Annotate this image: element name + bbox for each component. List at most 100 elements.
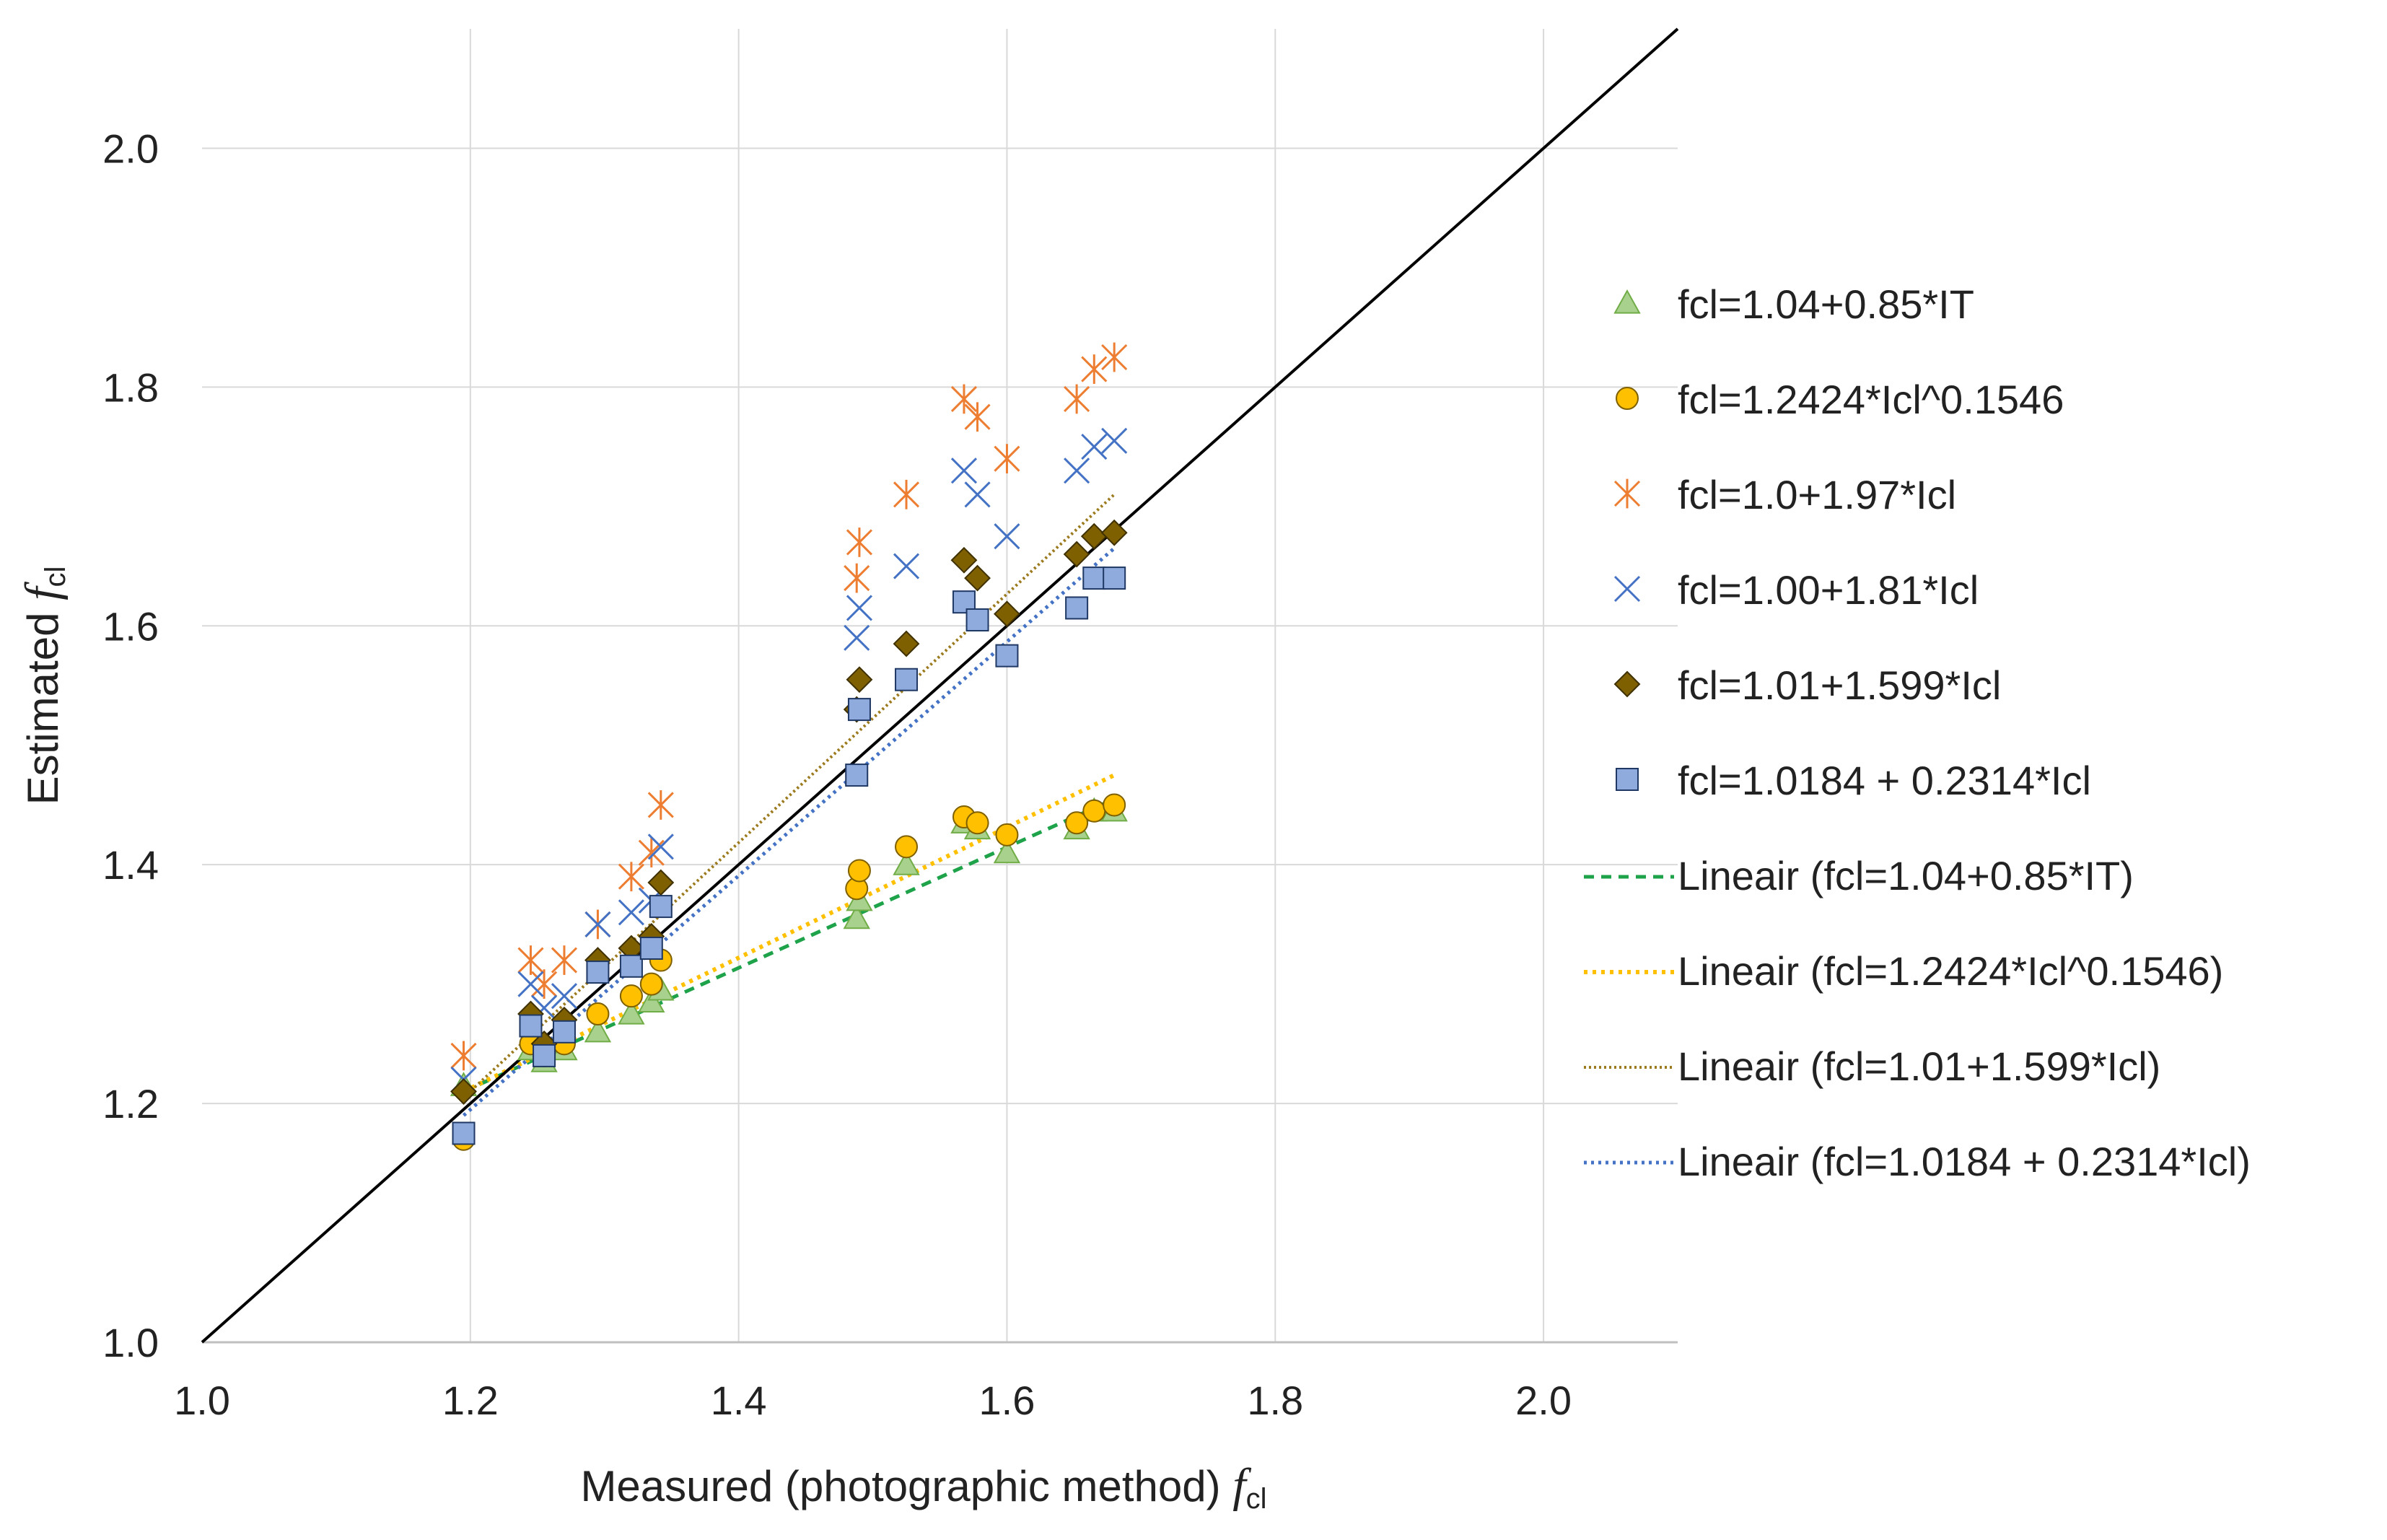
data-point <box>649 895 673 919</box>
x-stroke <box>1064 458 1090 484</box>
legend-label: Lineair (fcl=1.04+0.85*IT) <box>1678 853 2134 898</box>
data-points <box>450 342 1128 1151</box>
x-tick-label: 1.0 <box>174 1378 230 1423</box>
data-point <box>1080 522 1108 550</box>
x-tick-label: 1.6 <box>979 1378 1035 1423</box>
data-point <box>1065 811 1089 835</box>
data-point <box>995 823 1019 846</box>
data-point <box>618 999 645 1025</box>
data-point <box>638 838 665 868</box>
data-point <box>895 835 919 859</box>
data-point <box>517 971 544 997</box>
data-point <box>586 961 610 984</box>
y-axis-title: Estimated fcl <box>16 566 71 805</box>
legend-entry-5: fcl=1.0184 + 0.2314*Icl <box>1616 758 2091 803</box>
legend-label: fcl=1.04+0.85*IT <box>1678 281 1974 327</box>
data-point <box>1082 566 1106 590</box>
data-point <box>993 839 1021 864</box>
data-point <box>1101 342 1128 372</box>
data-point <box>1103 566 1126 590</box>
data-point <box>893 630 920 657</box>
data-point <box>964 402 991 432</box>
data-point <box>893 479 920 509</box>
legend-entry-trend-2: Lineair (fcl=1.01+1.599*Icl) <box>1584 1044 2160 1089</box>
data-point <box>552 1020 576 1044</box>
data-point <box>1081 354 1108 384</box>
x-tick-label: 1.8 <box>1247 1378 1303 1423</box>
x-tick-label: 2.0 <box>1515 1378 1572 1423</box>
data-point <box>517 945 544 975</box>
data-point <box>586 1002 610 1025</box>
legend-label: Lineair (fcl=1.01+1.599*Icl) <box>1678 1044 2160 1089</box>
legend-marker <box>1613 478 1641 509</box>
x-stroke <box>893 553 920 579</box>
identity-line <box>201 27 1679 1344</box>
legend-entry-trend-1: Lineair (fcl=1.2424*Icl^0.1546) <box>1584 948 2223 994</box>
data-point <box>638 988 665 1013</box>
x-axis-title: Measured (photographic method) fcl <box>580 1459 1266 1515</box>
data-point <box>450 1041 477 1071</box>
data-point <box>895 668 919 691</box>
data-point <box>843 904 870 929</box>
data-point <box>1063 541 1090 568</box>
y-tick-label: 1.8 <box>102 364 159 410</box>
legend-label: fcl=1.0184 + 0.2314*Icl <box>1678 758 2091 803</box>
data-point <box>584 911 611 937</box>
legend-entry-trend-0: Lineair (fcl=1.04+0.85*IT) <box>1584 853 2134 898</box>
legend-entry-0: fcl=1.04+0.85*IT <box>1613 281 1974 327</box>
legend-entry-2: fcl=1.0+1.97*Icl <box>1613 472 1956 517</box>
legend-marker <box>1616 768 1639 791</box>
x-stroke <box>844 624 870 651</box>
y-tick-label: 2.0 <box>102 126 159 171</box>
legend-entry-3: fcl=1.00+1.81*Icl <box>1613 567 1979 613</box>
data-point <box>1101 427 1128 454</box>
data-point <box>995 644 1019 668</box>
data-point <box>844 563 870 593</box>
data-point <box>1065 596 1089 620</box>
data-point <box>950 384 978 414</box>
data-point <box>1100 519 1128 546</box>
data-point <box>450 1078 477 1105</box>
data-point <box>950 546 978 574</box>
series-5-points <box>452 566 1126 1145</box>
legend-label: Lineair (fcl=1.2424*Icl^0.1546) <box>1678 948 2223 994</box>
legend-label: fcl=1.2424*Icl^0.1546 <box>1678 377 2064 422</box>
data-point <box>647 790 674 820</box>
x-stroke <box>517 971 544 997</box>
legend-marker <box>1613 289 1641 314</box>
series-2-points <box>450 342 1128 1071</box>
y-tick-label: 1.4 <box>102 842 159 888</box>
data-point <box>845 764 869 787</box>
data-point <box>950 458 978 484</box>
data-point <box>846 666 873 694</box>
data-point <box>584 1018 612 1043</box>
legend-entry-1: fcl=1.2424*Icl^0.1546 <box>1616 377 2064 422</box>
data-point <box>639 972 663 996</box>
data-point <box>619 984 643 1008</box>
data-point <box>964 481 991 508</box>
x-stroke <box>1101 427 1128 454</box>
x-tick-label: 1.4 <box>711 1378 767 1423</box>
x-stroke <box>964 481 991 508</box>
legend-marker <box>1613 575 1641 603</box>
data-point <box>846 595 873 621</box>
data-point <box>647 869 675 896</box>
legend-label: fcl=1.01+1.599*Icl <box>1678 662 2001 708</box>
data-point <box>994 600 1020 628</box>
legend-marker <box>1613 670 1641 698</box>
legend-label: fcl=1.0+1.97*Icl <box>1678 472 1956 517</box>
data-point <box>965 608 989 631</box>
x-stroke <box>950 458 978 484</box>
data-point <box>533 1044 556 1067</box>
legend: fcl=1.04+0.85*IT fcl=1.2424*Icl^0.1546 fcl… <box>1584 281 2251 1184</box>
data-point <box>893 851 920 875</box>
data-point <box>618 899 644 926</box>
data-point <box>847 859 871 883</box>
data-point <box>847 698 871 722</box>
tick-labels: 1.0 1.2 1.4 1.6 1.8 2.0 1.0 1.2 1.4 1.6 1.8 2.0 <box>102 126 1572 1423</box>
x-stroke <box>551 983 578 1010</box>
x-stroke <box>1613 575 1641 603</box>
data-point <box>1081 434 1108 460</box>
x-stroke <box>846 595 873 621</box>
data-point <box>1103 793 1126 817</box>
